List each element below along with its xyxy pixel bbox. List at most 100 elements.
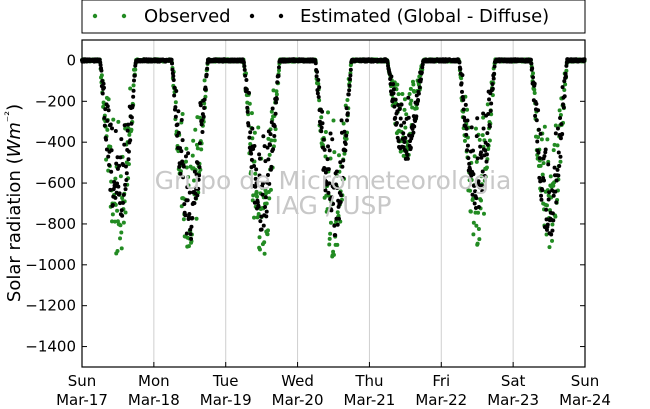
data-point bbox=[540, 172, 545, 177]
data-point bbox=[327, 242, 332, 247]
data-point bbox=[261, 134, 266, 139]
data-point bbox=[131, 83, 136, 88]
data-point bbox=[470, 196, 475, 201]
y-tick-label: −1200 bbox=[25, 297, 76, 315]
data-point bbox=[268, 167, 273, 172]
data-point bbox=[317, 98, 322, 103]
data-point bbox=[471, 220, 476, 225]
data-point bbox=[263, 191, 268, 196]
data-point bbox=[256, 204, 261, 209]
data-point bbox=[314, 74, 319, 79]
data-point bbox=[254, 194, 259, 199]
data-point bbox=[473, 126, 478, 131]
data-point bbox=[125, 128, 130, 133]
data-point bbox=[267, 196, 272, 201]
data-point bbox=[265, 173, 270, 178]
data-point bbox=[105, 104, 110, 109]
data-point bbox=[344, 136, 349, 141]
x-tick-label-day: Sat bbox=[501, 372, 526, 390]
data-point bbox=[174, 89, 179, 94]
data-point bbox=[186, 175, 191, 179]
data-points bbox=[80, 57, 587, 259]
data-point bbox=[556, 173, 561, 178]
data-point bbox=[203, 87, 208, 92]
data-point bbox=[266, 157, 271, 162]
x-tick-label-date: Mar-18 bbox=[128, 391, 180, 409]
data-point bbox=[345, 111, 350, 116]
data-point bbox=[406, 115, 411, 120]
data-point bbox=[558, 113, 563, 117]
data-point bbox=[263, 159, 268, 164]
data-point bbox=[272, 124, 277, 129]
data-point bbox=[468, 209, 473, 214]
data-point bbox=[560, 132, 565, 137]
data-point bbox=[130, 103, 135, 108]
data-point bbox=[407, 133, 412, 138]
data-point bbox=[489, 101, 494, 106]
data-point bbox=[473, 189, 478, 194]
data-point bbox=[186, 244, 191, 249]
data-point bbox=[474, 196, 479, 201]
data-point bbox=[560, 85, 565, 90]
data-point bbox=[171, 73, 176, 78]
data-point bbox=[327, 236, 332, 241]
data-point bbox=[315, 69, 320, 74]
data-point bbox=[272, 138, 277, 143]
data-point bbox=[196, 177, 201, 182]
data-point bbox=[472, 154, 477, 159]
data-point bbox=[482, 173, 487, 178]
data-point bbox=[172, 93, 177, 98]
data-point bbox=[331, 185, 336, 190]
data-point bbox=[486, 112, 491, 117]
data-point bbox=[243, 73, 248, 78]
data-point bbox=[331, 118, 336, 123]
data-point bbox=[480, 189, 485, 194]
x-tick-label-day: Mon bbox=[138, 372, 170, 390]
data-point bbox=[110, 219, 115, 224]
data-point bbox=[101, 81, 106, 86]
data-point bbox=[108, 187, 113, 192]
data-point bbox=[544, 217, 549, 222]
data-point bbox=[404, 112, 409, 117]
data-point bbox=[340, 164, 345, 169]
data-point bbox=[172, 85, 177, 90]
data-point bbox=[475, 241, 480, 246]
data-point bbox=[323, 129, 328, 134]
x-axis: SunMar-17MonMar-18TueMar-19WedMar-20ThuM… bbox=[56, 362, 611, 409]
data-point bbox=[315, 91, 320, 96]
data-point bbox=[488, 108, 493, 113]
data-point bbox=[171, 77, 176, 82]
data-point bbox=[399, 102, 404, 107]
data-point bbox=[335, 242, 340, 247]
data-point bbox=[333, 233, 338, 238]
data-point bbox=[252, 164, 257, 168]
data-point bbox=[347, 83, 352, 88]
data-point bbox=[319, 125, 324, 130]
data-point bbox=[320, 121, 325, 126]
data-point bbox=[116, 184, 121, 189]
data-point bbox=[123, 182, 128, 187]
data-point bbox=[490, 82, 495, 87]
data-point bbox=[263, 205, 268, 210]
data-point bbox=[274, 97, 279, 101]
data-point bbox=[486, 147, 491, 152]
data-point bbox=[112, 184, 117, 189]
data-point bbox=[106, 97, 111, 102]
data-point bbox=[564, 63, 569, 68]
data-point bbox=[105, 118, 110, 123]
data-point bbox=[273, 111, 278, 116]
data-point bbox=[416, 91, 421, 96]
data-point bbox=[409, 98, 414, 103]
data-point bbox=[402, 107, 407, 112]
data-point bbox=[550, 211, 555, 216]
data-point bbox=[464, 126, 469, 131]
data-point bbox=[474, 159, 479, 164]
data-point bbox=[392, 104, 397, 109]
data-point bbox=[403, 136, 408, 141]
data-point bbox=[183, 154, 188, 159]
data-point bbox=[396, 139, 401, 144]
data-point bbox=[257, 156, 262, 161]
data-point bbox=[345, 98, 350, 102]
data-point bbox=[181, 217, 186, 222]
data-point bbox=[254, 167, 259, 172]
